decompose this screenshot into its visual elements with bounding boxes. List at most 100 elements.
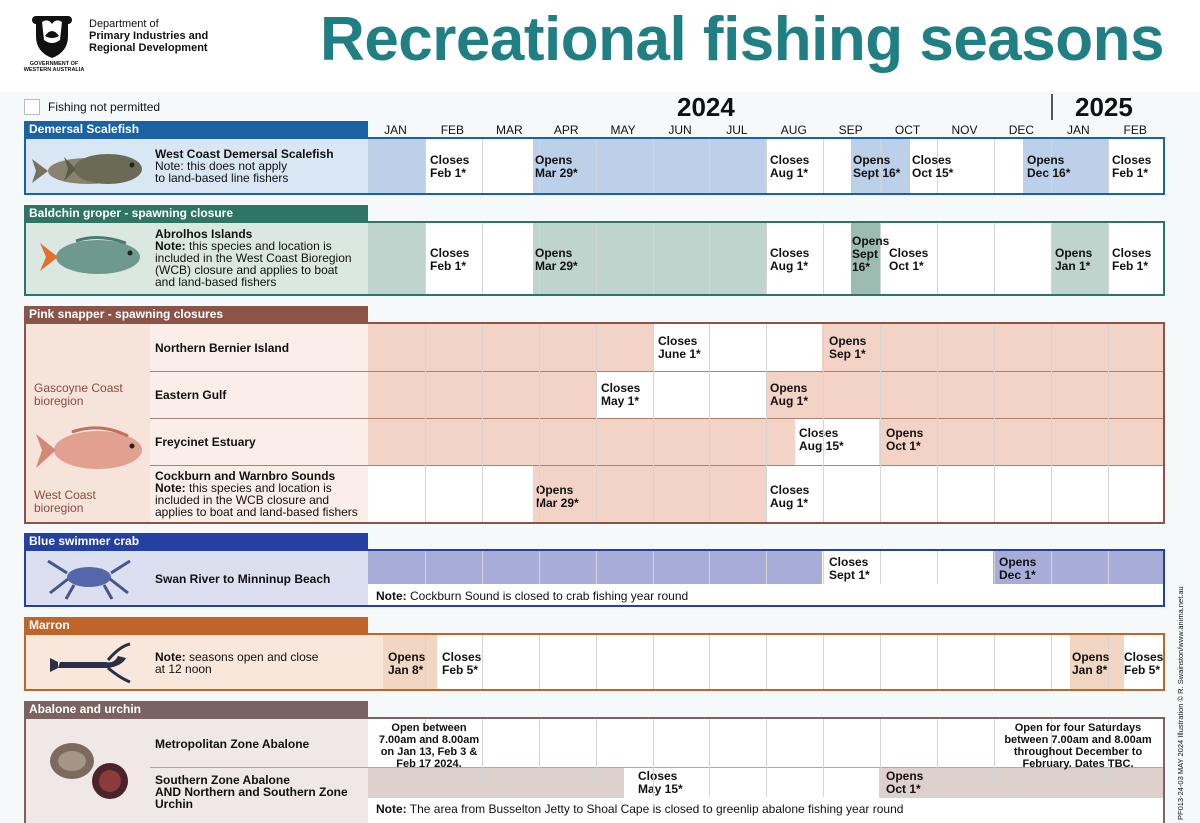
snapper-row-freycinet: Freycinet Estuary Closes Aug 15* Opens O… [26,419,1163,465]
demersal-opens-mar29: Opens Mar 29* [535,153,578,180]
marron-icon [50,642,131,684]
month-label: JAN [384,123,407,137]
legend-label: Fishing not permitted [48,100,161,114]
abalone-row-southern: Southern Zone Abalone AND Northern and S… [26,768,1163,823]
southern-closed-oct-feb [879,768,1163,798]
scalefish-icon [32,154,142,184]
marron-closed-jan-2025 [1070,635,1124,689]
demersal-note-line1: Note: this does not apply [155,159,288,173]
month-gridline [481,223,483,294]
month-gridline [538,635,540,689]
baldchin-closes-aug1: Closes Aug 1* [770,246,810,273]
month-gridline [823,551,825,584]
baldchin-closed-apr-jul [533,223,767,294]
crab-box: Swan River to Minninup Beach Closes Sept… [24,549,1165,607]
metro-abalone-label: Metropolitan Zone Abalone [155,737,310,751]
month-gridline [652,635,654,689]
month-label: SEP [838,123,863,137]
freycinet-closes-aug15: Closes Aug 15* [799,426,844,453]
pink-snapper-icon [36,426,142,469]
marron-note-rest: seasons open and close [185,650,319,664]
month-label: MAY [610,123,636,137]
demersal-box: West Coast Demersal Scalefish Note: this… [24,137,1165,195]
marron-opens-jan8-2025: Opens Jan 8* [1072,650,1110,677]
baldchin-note-bold: Note: [155,239,186,253]
section-title-crab: Blue swimmer crab [24,533,368,550]
demersal-closed-apr-jul [533,139,767,193]
month-gridline [880,635,882,689]
header-bar [0,0,1200,92]
section-title-baldchin: Baldchin groper - spawning closure [24,205,368,222]
marron-open-jan-feb [383,635,437,689]
cockburn-label: Cockburn and Warnbro Sounds Note: this s… [155,470,358,518]
bernier-opens-sep1: Opens Sep 1* [829,334,867,361]
month-gridline [993,635,995,689]
month-label: JUL [726,123,748,137]
metro-open-between-2024: Open between 7.00am and 8.00am on Jan 13… [378,722,480,770]
metro-open-four-saturdays: Open for four Saturdays between 7.00am a… [1004,722,1152,770]
freycinet-closed-oct-feb [879,419,1163,465]
baldchin-note-line2: included in the West Coast Bioregion [155,251,352,265]
cockburn-name: Cockburn and Warnbro Sounds [155,469,336,483]
section-title-abalone: Abalone and urchin [24,701,368,718]
crab-row-label: Swan River to Minninup Beach [155,572,331,586]
baldchin-row-label: Abrolhos Islands Note: this species and … [155,228,352,288]
demersal-row-name: West Coast Demersal Scalefish [155,147,334,161]
snapper-label-bg [150,324,368,522]
abalone-row-metro: Metropolitan Zone Abalone [26,719,1163,767]
footer-credit: PF013-24-03 MAY 2024 Illustration © R. S… [1176,530,1192,820]
crab-note: Note: Cockburn Sound is closed to crab f… [376,590,688,603]
demersal-opens-sept16: Opens Sept 16* [853,153,901,180]
month-label: FEB [1123,123,1147,137]
cockburn-note-line2: included in the WCB closure and [155,493,330,507]
snapper-divider-2 [150,418,1163,419]
month-gridline [880,551,882,584]
month-gridline [709,635,711,689]
bernier-closed-sep-feb [822,324,1163,371]
cockburn-note-bold: Note: [155,481,186,495]
southern-opens-oct1: Opens Oct 1* [886,769,924,796]
cockburn-closes-aug1: Closes Aug 1* [770,483,810,510]
crab-note-rest: Cockburn Sound is closed to crab fishing… [406,589,689,603]
section-title-demersal: Demersal Scalefish [24,121,368,138]
abalone-note-bold: Note: [376,802,407,816]
abalone-note: Note: The area from Busselton Jetty to S… [376,803,903,816]
cockburn-note-rest: this species and location is [185,481,332,495]
abalone-box: Metropolitan Zone Abalone Southern Zone … [24,717,1165,823]
month-gridline [937,635,938,689]
credit-text: PF013-24-03 MAY 2024 Illustration © R. S… [1176,586,1185,820]
blue-swimmer-crab-icon [47,559,131,600]
month-gridline [937,551,938,584]
month-label: OCT [894,123,921,137]
snapper-row-bernier: Northern Bernier Island Closes June 1* O… [26,324,1163,371]
month-gridline [993,223,995,294]
demersal-closes-aug1: Closes Aug 1* [770,153,810,180]
crab-note-bold: Note: [376,589,407,603]
year-2024: 2024 [677,92,735,122]
baldchin-opens-mar29: Opens Mar 29* [535,246,578,273]
month-label: JUN [668,123,692,137]
month-gridline [823,223,825,294]
snapper-row-eastern-gulf: Eastern Gulf Closes May 1* Opens Aug 1* [26,372,1163,418]
baldchin-note-line3: (WCB) closure and applies to boat [155,263,338,277]
month-gridline [766,635,768,689]
demersal-row-label: West Coast Demersal Scalefish Note: this… [155,148,334,184]
year-2025: 2025 [1075,92,1133,122]
dept-line-1: Department of [89,18,159,30]
baldchin-note-rest: this species and location is [185,239,332,253]
southern-label-line3: Urchin [155,797,194,811]
baldchin-closed-jan [368,223,425,294]
demersal-closed-jan [368,139,425,193]
southern-closed-jan-may [368,768,624,798]
baldchin-closes-oct1: Closes Oct 1* [889,246,929,273]
marron-row-label: Note: seasons open and close at 12 noon [155,651,318,675]
crab-closed-dec-feb [993,551,1163,584]
baldchin-groper-icon [40,236,140,274]
gascoyne-group-label: Gascoyne Coast bioregion [34,381,123,408]
snapper-divider-1 [150,371,1163,372]
crab-closes-sept1: Closes Sept 1* [829,555,870,582]
southern-label-line2: AND Northern and Southern Zone [155,785,348,799]
month-gridline [481,635,483,689]
southern-closes-may15: Closes May 15* [638,769,683,796]
month-gridline [823,635,825,689]
